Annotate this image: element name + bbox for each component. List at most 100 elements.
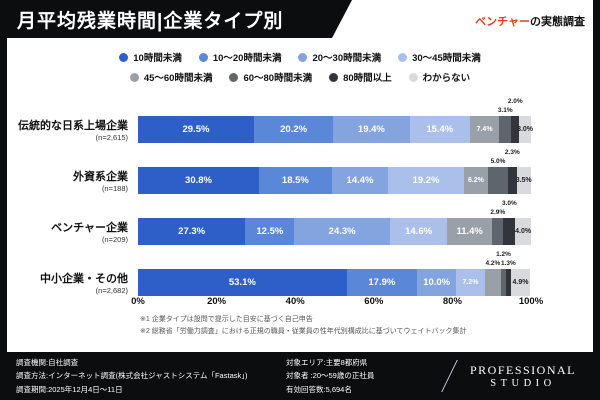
bar-segment: 15.4% bbox=[409, 116, 471, 143]
category-label: 伝統的な日系上場企業 (n=2,615) bbox=[10, 116, 138, 143]
legend-row: 10時間未満 10〜20時間未満 20〜30時間未満 30〜45時間未満 bbox=[119, 50, 481, 64]
bar-segment: 27.3% bbox=[138, 218, 246, 245]
legend-row: 45〜60時間未満 60〜80時間未満 80時間以上 わからない bbox=[129, 70, 470, 84]
bar-segment bbox=[501, 269, 506, 296]
segment-value: 3.0% bbox=[517, 126, 534, 133]
segment-value: 14.4% bbox=[346, 175, 374, 186]
bar-segment: 19.4% bbox=[333, 116, 410, 143]
chart-legend: 10時間未満 10〜20時間未満 20〜30時間未満 30〜45時間未満 45〜60時間… bbox=[7, 50, 593, 84]
bar-segment bbox=[492, 218, 504, 245]
survey-method: 調査方法:インターネット調査(株式会社ジャストシステム「Fastask」) bbox=[16, 371, 248, 381]
survey-tagline: ベンチャーの実態調査 bbox=[475, 13, 585, 29]
category-name: 伝統的な日系上場企業 bbox=[18, 120, 128, 132]
bar-segment: 4.0% bbox=[515, 218, 531, 245]
segment-value: 14.6% bbox=[405, 226, 433, 237]
segment-value-callout: 1.3% bbox=[500, 260, 516, 267]
segment-value-callout: 1.2% bbox=[496, 251, 511, 258]
legend-swatch bbox=[398, 52, 408, 62]
segment-value-callout: 5.0% bbox=[490, 158, 506, 165]
brand-logo-line2: STUDIO bbox=[490, 378, 556, 389]
stacked-bar: 29.5% 20.2% 19.4% 15.4% 7.4% 3.0% bbox=[138, 116, 534, 143]
axis-tick: 40% bbox=[285, 296, 305, 307]
legend-swatch bbox=[298, 52, 308, 62]
bar-segment: 19.2% bbox=[388, 167, 464, 194]
category-label: ベンチャー企業 (n=209) bbox=[10, 218, 138, 245]
segment-value: 7.4% bbox=[476, 126, 493, 133]
chart-row: 外資系企業 (n=188) 5.0% 2.3% 30.8% 18.5% 14.4% 19.2%… bbox=[10, 143, 590, 194]
axis-tick: 100% bbox=[518, 296, 544, 307]
segment-value: 20.2% bbox=[280, 124, 308, 135]
legend-swatch bbox=[119, 52, 129, 62]
bar-segment: 12.5% bbox=[245, 218, 295, 245]
segment-value: 30.8% bbox=[185, 175, 212, 186]
bar-segment bbox=[507, 167, 517, 194]
bar-segment: 14.4% bbox=[331, 167, 389, 194]
segment-value: 4.9% bbox=[512, 279, 529, 286]
tagline-rest: の実態調査 bbox=[530, 16, 585, 28]
segment-value: 6.2% bbox=[467, 177, 484, 184]
survey-area: 対象エリア:主要8都府県 bbox=[286, 357, 368, 367]
legend-swatch bbox=[129, 72, 139, 82]
tagline-highlight: ベンチャー bbox=[475, 16, 530, 28]
chart-row: ベンチャー企業 (n=209) 2.9% 3.0% 27.3% 12.5% 24.3% 14.… bbox=[10, 194, 590, 245]
bar-segment: 6.2% bbox=[463, 167, 489, 194]
bar-segment bbox=[499, 116, 512, 143]
brand-logo: PROFESSIONAL STUDIO bbox=[470, 363, 576, 389]
segment-value-callout: 3.1% bbox=[497, 107, 513, 114]
bar-segment: 53.1% bbox=[138, 269, 347, 296]
legend-label: 10〜20時間未満 bbox=[212, 53, 282, 64]
bar-area: 5.0% 2.3% 30.8% 18.5% 14.4% 19.2% 6.2% 3.5% bbox=[138, 143, 532, 194]
category-sample-size: (n=209) bbox=[101, 235, 128, 244]
legend-label: 10時間未満 bbox=[133, 53, 182, 64]
brand-logo-line1: PROFESSIONAL bbox=[469, 363, 576, 377]
footnote-2: ※2 総務省「労働力調査」における正規の職員・従業員の性年代別構成比に基づいてウ… bbox=[140, 327, 467, 335]
stacked-bar: 53.1% 17.9% 10.0% 7.2% 4.9% bbox=[138, 269, 531, 296]
legend-item: 10時間未満 bbox=[119, 50, 182, 64]
bar-segment bbox=[484, 269, 502, 296]
legend-swatch bbox=[198, 52, 208, 62]
segment-value: 15.4% bbox=[426, 124, 454, 135]
segment-value-callout: 2.0% bbox=[507, 98, 523, 105]
category-name: 中小企業・その他 bbox=[40, 273, 128, 285]
segment-value: 7.2% bbox=[462, 279, 479, 286]
axis-tick: 0% bbox=[131, 296, 145, 307]
bar-segment: 10.0% bbox=[417, 269, 457, 296]
legend-swatch bbox=[329, 72, 339, 82]
chart-row: 中小企業・その他 (n=2,682) 4.2% 1.2% 1.3% 53.1% 17.9% 1… bbox=[10, 245, 590, 296]
category-sample-size: (n=2,682) bbox=[95, 286, 128, 295]
bar-segment: 17.9% bbox=[346, 269, 418, 296]
x-axis: 0% 20% 40% 60% 80% 100% bbox=[131, 296, 543, 308]
bar-segment: 30.8% bbox=[138, 167, 260, 194]
bar-segment: 11.4% bbox=[447, 218, 493, 245]
title-banner: 月平均残業時間|企業タイプ別 bbox=[0, 0, 352, 38]
axis-tick: 60% bbox=[364, 296, 384, 307]
segment-value: 24.3% bbox=[328, 226, 356, 237]
category-sample-size: (n=188) bbox=[101, 184, 128, 193]
segment-value: 18.5% bbox=[281, 175, 309, 186]
legend-label: 45〜60時間未満 bbox=[143, 73, 213, 84]
segment-value: 19.4% bbox=[357, 124, 385, 135]
stacked-bar: 30.8% 18.5% 14.4% 19.2% 6.2% 3.5% bbox=[138, 167, 532, 194]
legend-swatch bbox=[408, 72, 418, 82]
bar-segment: 7.2% bbox=[456, 269, 485, 296]
bar-segment bbox=[488, 167, 508, 194]
footer-slash-decoration bbox=[432, 360, 458, 392]
category-label: 中小企業・その他 (n=2,682) bbox=[10, 269, 138, 296]
footnotes: ※1 企業タイプは設問で提示した目安に基づく自己申告 ※2 総務省「労働力調査」… bbox=[140, 314, 586, 338]
left-frame-border bbox=[0, 0, 7, 400]
legend-item: 10〜20時間未満 bbox=[198, 50, 282, 64]
bar-segment bbox=[503, 218, 516, 245]
segment-value: 11.4% bbox=[456, 226, 483, 237]
footnote-1: ※1 企業タイプは設問で提示した目安に基づく自己申告 bbox=[140, 316, 313, 323]
bar-area: 4.2% 1.2% 1.3% 53.1% 17.9% 10.0% 7.2% 4.9% bbox=[138, 245, 531, 296]
bar-segment: 3.5% bbox=[516, 167, 532, 194]
segment-value: 10.0% bbox=[423, 277, 451, 288]
survey-target: 対象者 :20〜59歳の正社員 bbox=[286, 371, 375, 381]
bar-segment: 4.9% bbox=[510, 269, 531, 296]
stacked-bar: 27.3% 12.5% 24.3% 14.6% 11.4% 4.0% bbox=[138, 218, 531, 245]
legend-label: 60〜80時間未満 bbox=[243, 73, 313, 84]
legend-item: 30〜45時間未満 bbox=[398, 50, 481, 64]
survey-info-left: 調査機関:自社調査 調査方法:インターネット調査(株式会社ジャストシステム「Fa… bbox=[16, 356, 286, 397]
bar-segment: 20.2% bbox=[253, 116, 334, 143]
bar-area: 2.9% 3.0% 27.3% 12.5% 24.3% 14.6% 11.4% 4.0% bbox=[138, 194, 531, 245]
